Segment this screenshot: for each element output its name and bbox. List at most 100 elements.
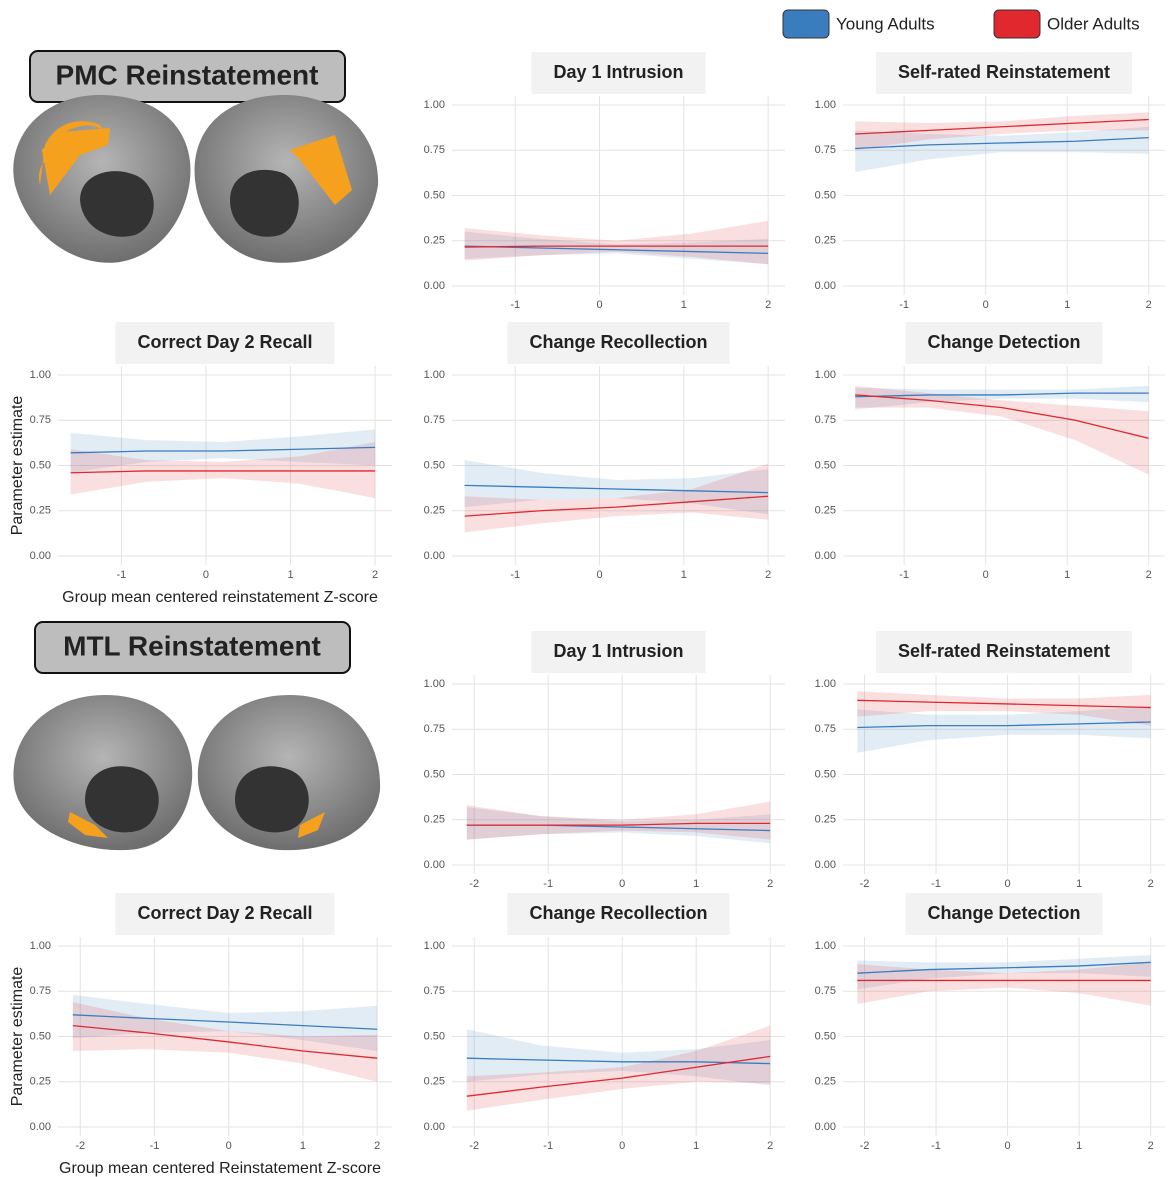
y-tick-label: 0.25: [424, 235, 445, 247]
x-tick-label: 1: [1064, 569, 1070, 581]
y-tick-label: 1.00: [30, 940, 51, 952]
y-tick-label: 0.50: [424, 459, 445, 471]
x-tick-label: 1: [681, 569, 687, 581]
y-tick-label: 0.25: [815, 235, 836, 247]
y-tick-label: 0.75: [30, 414, 51, 426]
x-tick-label: 1: [693, 1140, 699, 1152]
panel-title: Change Detection: [927, 903, 1080, 923]
legend-label: Older Adults: [1047, 14, 1140, 33]
x-tick-label: 0: [596, 569, 602, 581]
x-axis-label: Group mean centered Reinstatement Z-scor…: [59, 1160, 381, 1177]
x-tick-label: 2: [765, 569, 771, 581]
x-tick-label: 1: [1064, 299, 1070, 311]
y-tick-label: 0.25: [424, 505, 445, 517]
brain-image: [13, 95, 378, 263]
y-tick-label: 0.50: [815, 189, 836, 201]
y-tick-label: 1.00: [30, 369, 51, 381]
x-tick-label: 1: [287, 569, 293, 581]
legend-label: Young Adults: [836, 14, 935, 33]
y-tick-label: 0.50: [30, 1030, 51, 1042]
y-tick-label: 1.00: [815, 940, 836, 952]
x-tick-label: -2: [75, 1140, 85, 1152]
x-tick-label: -1: [543, 878, 553, 890]
y-tick-label: 1.00: [424, 369, 445, 381]
legend-swatch: [994, 10, 1040, 38]
y-tick-label: 0.25: [815, 505, 836, 517]
panel-title: Day 1 Intrusion: [553, 62, 683, 82]
y-tick-label: 0.50: [815, 1030, 836, 1042]
x-tick-label: -1: [117, 569, 127, 581]
x-tick-label: -1: [150, 1140, 160, 1152]
y-tick-label: 0.25: [815, 814, 836, 826]
y-tick-label: 0.50: [424, 768, 445, 780]
x-tick-label: 2: [1148, 1140, 1154, 1152]
x-tick-label: -1: [931, 878, 941, 890]
panel-title: Change Recollection: [529, 903, 707, 923]
x-tick-label: -1: [543, 1140, 553, 1152]
x-tick-label: 1: [681, 299, 687, 311]
x-tick-label: -1: [899, 569, 909, 581]
x-axis-label: Group mean centered reinstatement Z-scor…: [62, 589, 378, 606]
y-tick-label: 0.25: [30, 505, 51, 517]
x-tick-label: 2: [1148, 878, 1154, 890]
y-tick-label: 0.75: [424, 144, 445, 156]
y-tick-label: 0.50: [815, 768, 836, 780]
x-tick-label: 1: [693, 878, 699, 890]
x-tick-label: -2: [860, 878, 870, 890]
y-tick-label: 0.25: [30, 1076, 51, 1088]
x-tick-label: 2: [767, 878, 773, 890]
y-axis-label: Parameter estimate: [9, 967, 26, 1107]
y-tick-label: 0.00: [424, 1121, 445, 1133]
x-tick-label: 2: [1146, 299, 1152, 311]
x-tick-label: -1: [931, 1140, 941, 1152]
x-tick-label: 1: [300, 1140, 306, 1152]
x-tick-label: 2: [767, 1140, 773, 1152]
x-tick-label: 0: [596, 299, 602, 311]
y-tick-label: 0.00: [424, 280, 445, 292]
y-tick-label: 0.25: [815, 1076, 836, 1088]
y-tick-label: 0.75: [815, 985, 836, 997]
panel-title: Correct Day 2 Recall: [137, 332, 312, 352]
y-tick-label: 0.00: [424, 859, 445, 871]
panel-title: Self-rated Reinstatement: [898, 641, 1110, 661]
y-axis-label: Parameter estimate: [9, 396, 26, 536]
y-tick-label: 0.00: [424, 550, 445, 562]
x-tick-label: 0: [1005, 1140, 1011, 1152]
y-tick-label: 0.50: [424, 1030, 445, 1042]
x-tick-label: -1: [510, 569, 520, 581]
panel-title: Day 1 Intrusion: [553, 641, 683, 661]
x-tick-label: 0: [203, 569, 209, 581]
y-tick-label: 0.25: [424, 814, 445, 826]
x-tick-label: 2: [1146, 569, 1152, 581]
x-tick-label: 0: [983, 299, 989, 311]
y-tick-label: 0.75: [424, 985, 445, 997]
section-title: MTL Reinstatement: [63, 630, 321, 661]
y-tick-label: 0.50: [424, 189, 445, 201]
x-tick-label: 2: [374, 1140, 380, 1152]
y-tick-label: 1.00: [424, 99, 445, 111]
x-tick-label: 2: [765, 299, 771, 311]
y-tick-label: 0.50: [30, 459, 51, 471]
y-tick-label: 0.00: [815, 859, 836, 871]
x-tick-label: 0: [983, 569, 989, 581]
panel-title: Change Recollection: [529, 332, 707, 352]
y-tick-label: 1.00: [424, 940, 445, 952]
x-tick-label: 1: [1076, 878, 1082, 890]
x-tick-label: -1: [510, 299, 520, 311]
y-tick-label: 0.25: [424, 1076, 445, 1088]
figure: PMC Reinstatement MTL Reinstatement Youn…: [0, 0, 1172, 1177]
y-tick-label: 0.75: [30, 985, 51, 997]
panel-title: Change Detection: [927, 332, 1080, 352]
y-tick-label: 0.00: [815, 550, 836, 562]
panel-title: Self-rated Reinstatement: [898, 62, 1110, 82]
x-tick-label: -2: [860, 1140, 870, 1152]
y-tick-label: 1.00: [815, 99, 836, 111]
y-tick-label: 0.75: [815, 414, 836, 426]
brain-image: [13, 695, 380, 850]
x-tick-label: 0: [619, 1140, 625, 1152]
y-tick-label: 1.00: [815, 369, 836, 381]
y-tick-label: 0.00: [815, 1121, 836, 1133]
y-tick-label: 1.00: [815, 678, 836, 690]
y-tick-label: 0.00: [815, 280, 836, 292]
legend-swatch: [783, 10, 829, 38]
